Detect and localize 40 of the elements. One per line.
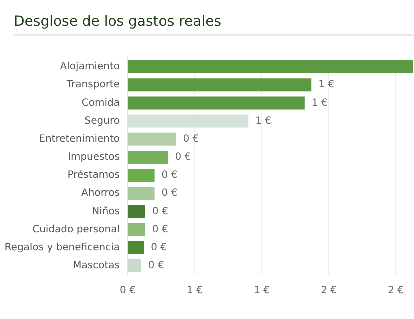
data-label: 1 €: [256, 116, 272, 127]
data-label: 0 €: [151, 242, 167, 254]
bar: [128, 205, 146, 218]
bar: [128, 169, 155, 182]
bar: [128, 150, 168, 164]
bar: [128, 78, 312, 92]
data-label: 1 €: [312, 98, 328, 109]
x-tick-label: 1 €: [254, 286, 270, 297]
y-tick-label: Transporte: [66, 80, 120, 91]
y-tick-label: Ahorros: [82, 188, 120, 200]
data-label: 0 €: [152, 206, 168, 218]
x-tick-label: 2 €: [388, 286, 404, 297]
y-tick-label: Seguro: [84, 116, 120, 127]
data-label: 0 €: [175, 152, 192, 164]
chart-title: Desglose de los gastos reales: [14, 14, 414, 36]
bar: [128, 241, 144, 254]
y-tick-label: Regalos y beneficencia: [4, 242, 120, 254]
data-label: 0 €: [183, 134, 200, 145]
y-tick-label: Mascotas: [73, 260, 120, 272]
y-tick-label: Impuestos: [68, 152, 120, 164]
bar: [128, 96, 305, 110]
y-tick-label: Comida: [82, 98, 120, 109]
y-tick-label: Cuidado personal: [32, 224, 120, 236]
y-tick-label: Alojamiento: [60, 62, 120, 73]
bar: [128, 259, 142, 272]
x-tick-label: 0 €: [120, 286, 136, 297]
bar: [128, 60, 414, 74]
data-label: 0 €: [162, 170, 178, 182]
data-label: 0 €: [162, 188, 178, 200]
bar: [128, 132, 176, 146]
bar: [128, 223, 146, 236]
x-tick-label: 1 €: [187, 286, 203, 297]
data-label: 0 €: [152, 224, 168, 236]
x-tick-label: 2 €: [321, 286, 337, 297]
y-tick-label: Niños: [92, 206, 120, 218]
y-tick-label: Préstamos: [68, 170, 120, 182]
bar: [128, 187, 155, 200]
y-tick-label: Entretenimiento: [39, 134, 120, 145]
data-label: 1 €: [318, 80, 335, 91]
data-label: 0 €: [148, 260, 164, 272]
